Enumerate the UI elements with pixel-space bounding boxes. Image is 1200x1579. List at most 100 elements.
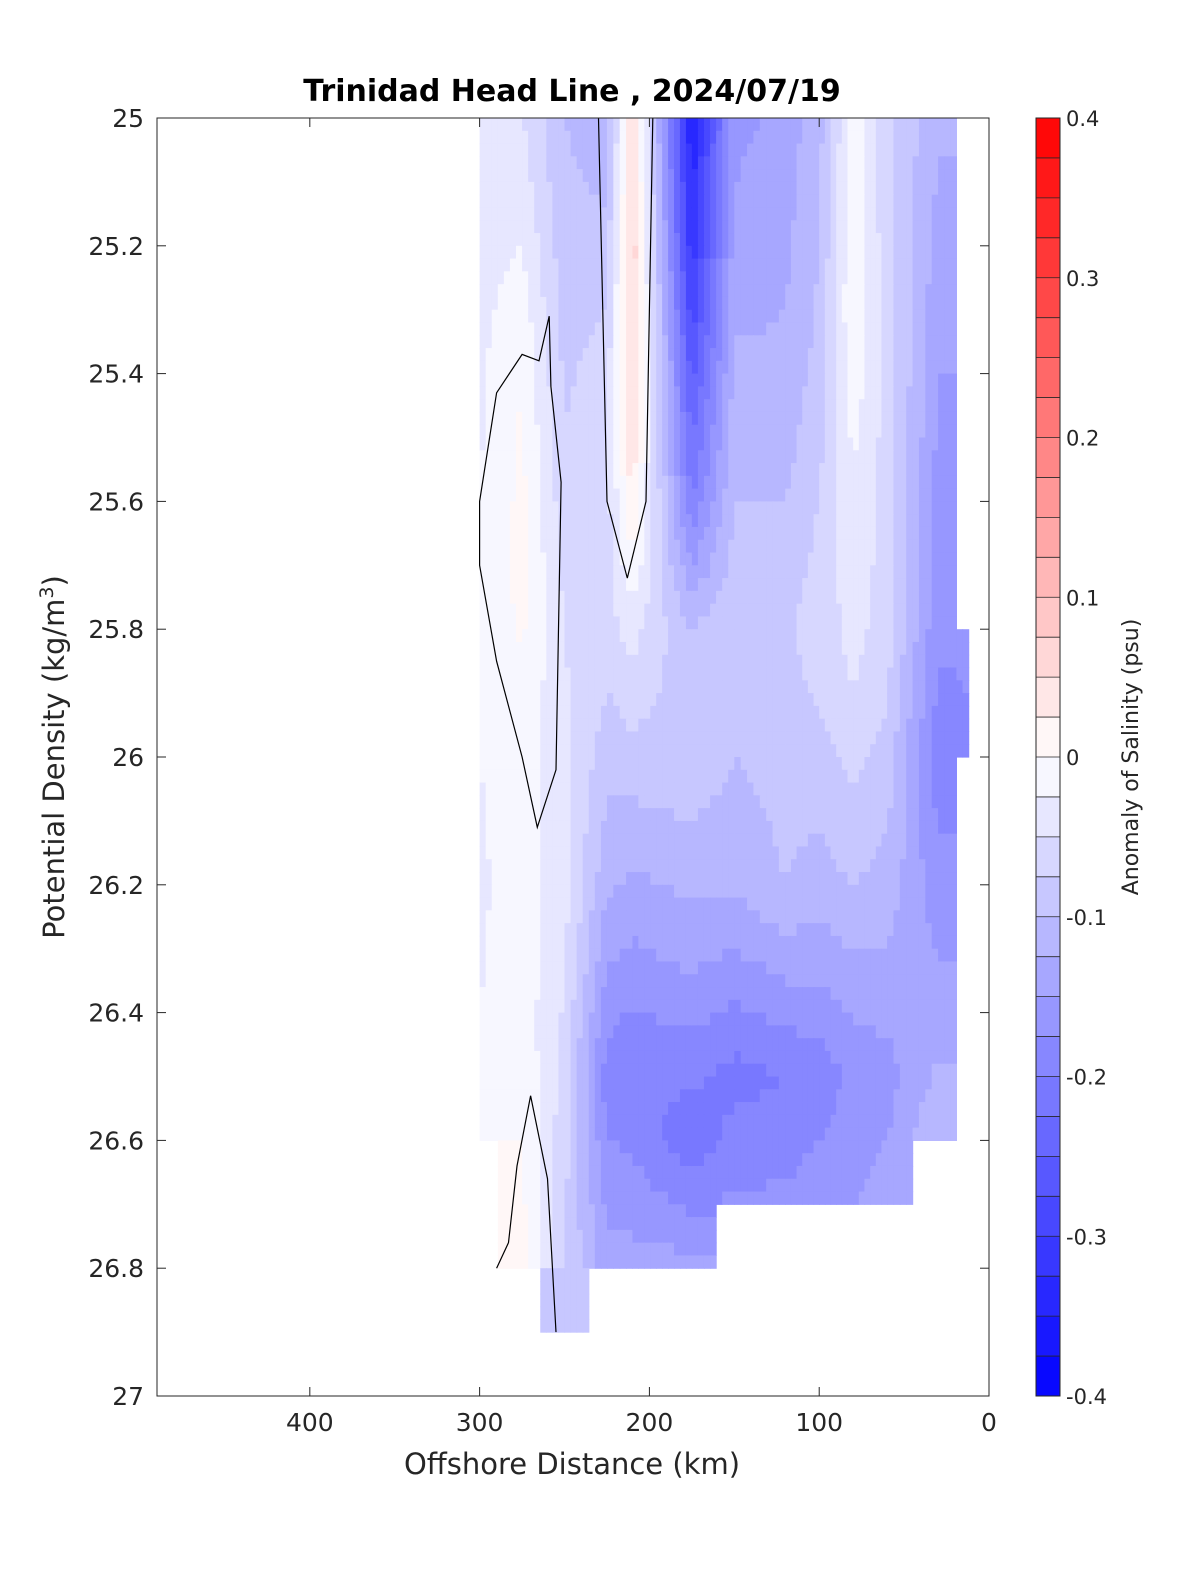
anomaly-cell — [674, 757, 681, 771]
anomaly-cell — [778, 1102, 786, 1116]
anomaly-cell — [679, 143, 687, 157]
anomaly-cell — [570, 1025, 578, 1039]
anomaly-cell — [679, 1038, 687, 1052]
anomaly-cell — [785, 526, 792, 541]
anomaly-cell — [759, 207, 767, 221]
anomaly-cell — [722, 1063, 729, 1078]
anomaly-cell — [662, 424, 669, 439]
anomaly-cell — [656, 1102, 663, 1116]
anomaly-cell — [582, 1204, 590, 1218]
anomaly-cell — [697, 526, 705, 541]
anomaly-cell — [588, 974, 596, 988]
anomaly-cell — [564, 820, 572, 835]
anomaly-cell — [662, 501, 669, 515]
anomaly-cell — [606, 156, 614, 170]
anomaly-cell — [802, 258, 809, 272]
anomaly-cell — [679, 348, 687, 362]
anomaly-cell — [638, 501, 645, 515]
anomaly-cell — [570, 629, 578, 643]
anomaly-cell — [766, 744, 774, 758]
anomaly-cell — [606, 1229, 614, 1244]
anomaly-cell — [802, 705, 809, 720]
anomaly-cell — [662, 1076, 669, 1090]
anomaly-cell — [766, 552, 774, 566]
anomaly-cell — [819, 169, 826, 183]
anomaly-cell — [703, 1255, 711, 1269]
anomaly-cell — [778, 808, 786, 822]
anomaly-cell — [778, 974, 786, 988]
anomaly-cell — [668, 808, 675, 822]
anomaly-cell — [753, 348, 761, 362]
anomaly-cell — [594, 680, 602, 694]
anomaly-cell — [728, 935, 735, 950]
anomaly-cell — [740, 143, 748, 157]
anomaly-cell — [796, 411, 803, 426]
anomaly-cell — [497, 335, 505, 349]
anomaly-cell — [662, 169, 669, 183]
anomaly-cell — [772, 565, 780, 579]
anomaly-cell — [819, 118, 826, 132]
anomaly-cell — [778, 769, 786, 784]
anomaly-cell — [613, 1217, 621, 1231]
anomaly-cell — [668, 130, 675, 145]
anomaly-cell — [710, 233, 717, 247]
anomaly-cell — [662, 322, 669, 336]
anomaly-cell — [697, 757, 705, 771]
anomaly-cell — [576, 1038, 584, 1052]
anomaly-cell — [778, 705, 786, 720]
anomaly-cell — [716, 974, 723, 988]
anomaly-cell — [564, 539, 572, 554]
anomaly-cell — [796, 833, 803, 848]
anomaly-cell — [619, 450, 627, 464]
anomaly-cell — [710, 744, 717, 758]
anomaly-cell — [759, 258, 767, 272]
anomaly-cell — [546, 130, 553, 145]
anomaly-cell — [497, 373, 505, 387]
anomaly-cell — [691, 999, 699, 1014]
anomaly-cell — [790, 987, 798, 1001]
anomaly-cell — [570, 590, 578, 605]
anomaly-cell — [540, 552, 547, 566]
anomaly-cell — [650, 744, 657, 758]
anomaly-cell — [497, 987, 505, 1001]
anomaly-cell — [632, 1165, 639, 1180]
anomaly-cell — [638, 118, 645, 132]
anomaly-cell — [662, 820, 669, 835]
anomaly-cell — [594, 590, 602, 605]
anomaly-cell — [638, 884, 645, 899]
anomaly-cell — [564, 284, 572, 298]
anomaly-cell — [722, 629, 729, 643]
anomaly-cell — [740, 1063, 748, 1078]
anomaly-cell — [650, 769, 657, 784]
anomaly-cell — [564, 782, 572, 796]
anomaly-cell — [491, 386, 499, 400]
anomaly-cell — [813, 744, 820, 758]
anomaly-cell — [638, 769, 645, 784]
anomaly-cell — [772, 808, 780, 822]
anomaly-cell — [802, 1012, 809, 1026]
anomaly-cell — [644, 565, 651, 579]
anomaly-cell — [650, 1229, 657, 1244]
anomaly-cell — [638, 156, 645, 170]
anomaly-cell — [558, 450, 566, 464]
anomaly-cell — [759, 1140, 767, 1154]
anomaly-cell — [509, 245, 517, 260]
anomaly-cell — [570, 935, 578, 950]
anomaly-cell — [606, 744, 614, 758]
anomaly-cell — [662, 143, 669, 157]
anomaly-cell — [600, 629, 608, 643]
anomaly-cell — [813, 552, 820, 566]
anomaly-cell — [485, 1076, 493, 1090]
anomaly-cell — [600, 578, 608, 592]
anomaly-cell — [668, 948, 675, 963]
anomaly-cell — [632, 565, 639, 579]
anomaly-cell — [740, 220, 748, 234]
anomaly-cell — [766, 923, 774, 937]
anomaly-cell — [747, 629, 755, 643]
anomaly-cell — [790, 705, 798, 720]
anomaly-cell — [722, 846, 729, 860]
anomaly-cell — [552, 641, 560, 656]
anomaly-cell — [528, 1038, 535, 1052]
anomaly-cell — [570, 859, 578, 873]
anomaly-cell — [606, 130, 614, 145]
